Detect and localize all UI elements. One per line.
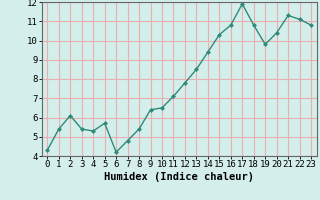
X-axis label: Humidex (Indice chaleur): Humidex (Indice chaleur) [104, 172, 254, 182]
